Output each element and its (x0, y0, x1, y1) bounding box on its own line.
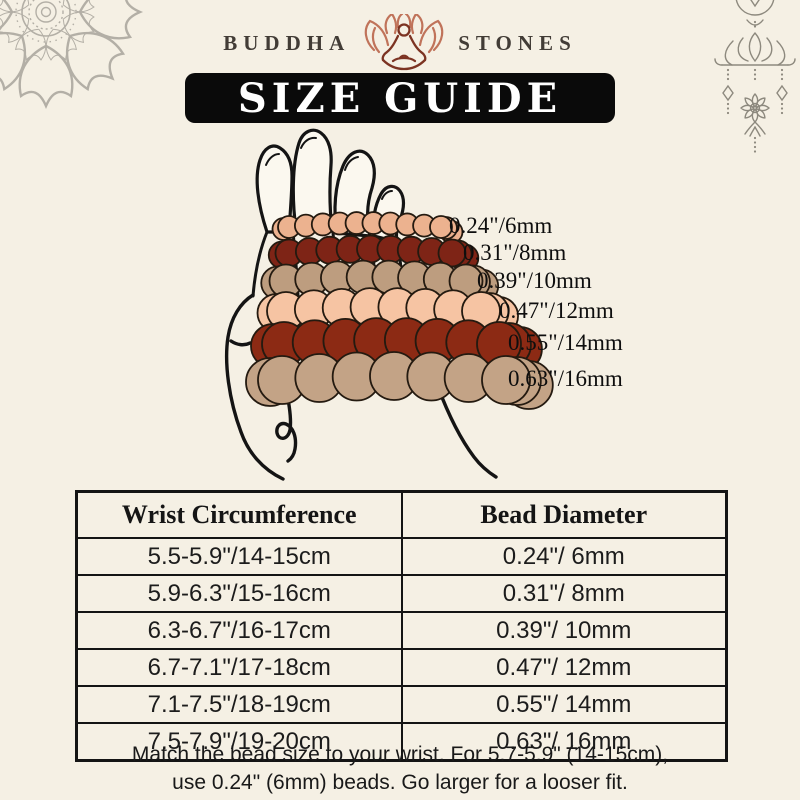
bead-cell: 0.47"/ 12mm (400, 648, 728, 687)
hand-fingers (255, 128, 405, 244)
size-table: Wrist Circumference Bead Diameter 5.5-5.… (75, 490, 728, 762)
size-table-row: 5.9-6.3"/15-16cm 0.31"/ 8mm (75, 574, 728, 613)
bracelet-row (256, 287, 519, 336)
bead-size-label: 0.63"/16mm (508, 366, 623, 391)
size-table-row: 5.5-5.9"/14-15cm 0.24"/ 6mm (75, 537, 728, 576)
bead-cell: 0.63"/ 16mm (400, 722, 728, 762)
bead-size-label: 0.31"/8mm (463, 240, 566, 265)
bracelet-row (245, 351, 554, 410)
size-table-row: 7.5-7.9"/19-20cm 0.63"/ 16mm (75, 722, 728, 762)
thumb-and-wrist-lines (224, 293, 498, 481)
wrist-cell: 5.5-5.9"/14-15cm (75, 537, 403, 576)
bead-cell: 0.39"/ 10mm (400, 611, 728, 650)
bead-size-label: 0.55"/14mm (508, 330, 623, 355)
wrist-cell: 7.1-7.5"/18-19cm (75, 685, 403, 724)
wrist-circumference-header: Wrist Circumference (75, 490, 403, 539)
bead-diameter-header: Bead Diameter (400, 490, 728, 539)
wrist-cell: 6.7-7.1"/17-18cm (75, 648, 403, 687)
bracelet-row (260, 259, 500, 304)
bead-cell: 0.55"/ 14mm (400, 685, 728, 724)
bead-size-label: 0.39"/10mm (477, 268, 592, 293)
bead-cell: 0.31"/ 8mm (400, 574, 728, 613)
wrist-cell: 5.9-6.3"/15-16cm (75, 574, 403, 613)
fingernail-lines (265, 136, 393, 200)
brand-name-left: BUDDHA (223, 30, 351, 55)
size-table-row: 7.1-7.5"/18-19cm 0.55"/ 14mm (75, 685, 728, 724)
brand-name-right: STONES (458, 30, 577, 55)
fit-note: Match the bead size to your wrist. For 5… (0, 741, 800, 796)
size-guide-title: SIZE GUIDE (237, 74, 563, 122)
lotus-meditation-icon (364, 14, 444, 71)
bracelet-row (250, 317, 543, 372)
bracelet-row (271, 211, 464, 244)
size-table-row: 6.7-7.1"/17-18cm 0.47"/ 12mm (75, 648, 728, 687)
size-guide-banner: SIZE GUIDE (185, 73, 615, 123)
size-table-header-row: Wrist Circumference Bead Diameter (75, 490, 728, 539)
fit-note-line1: Match the bead size to your wrist. For 5… (131, 743, 669, 766)
size-table-row: 6.3-6.7"/16-17cm 0.39"/ 10mm (75, 611, 728, 650)
bracelet-row (267, 234, 480, 273)
wrist-cell: 7.5-7.9"/19-20cm (75, 722, 403, 762)
fit-note-line2: use 0.24" (6mm) beads. Go larger for a l… (172, 770, 628, 794)
bead-size-label: 0.47"/12mm (499, 298, 614, 323)
brand-logo: BUDDHA STONES (0, 14, 800, 72)
wrist-cell: 6.3-6.7"/16-17cm (75, 611, 403, 650)
bead-cell: 0.24"/ 6mm (400, 537, 728, 576)
hand-hidden-lines (251, 230, 440, 394)
bead-size-label: 0.24"/6mm (449, 213, 552, 238)
